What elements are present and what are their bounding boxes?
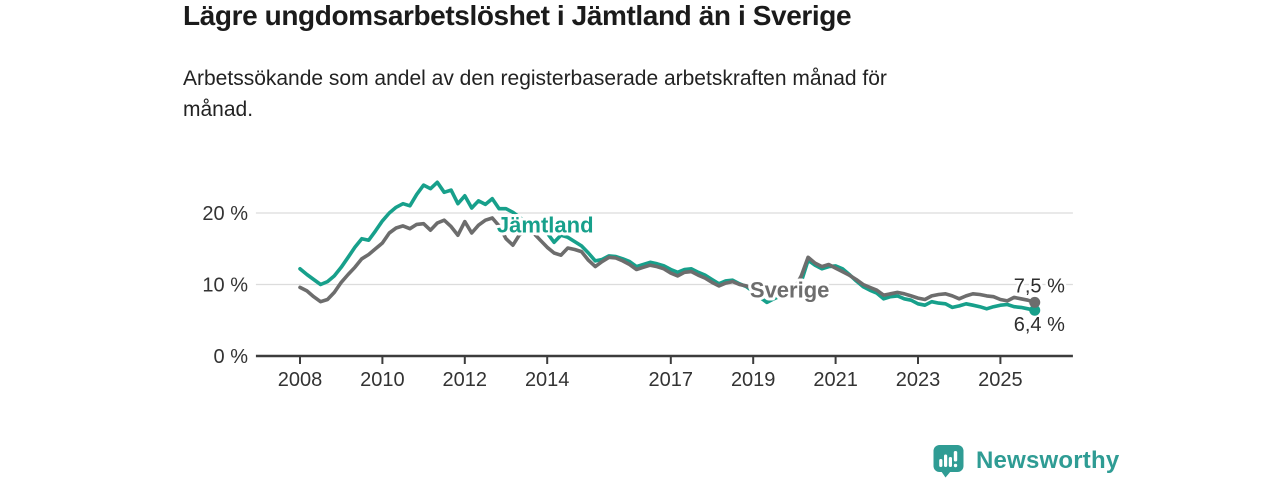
- series-end-dot-sverige: [1029, 296, 1041, 308]
- x-tick-label: 2023: [896, 369, 941, 391]
- series-line-jämtland: [298, 180, 1037, 313]
- end-value-label-jämtland: 6,4 %: [1014, 314, 1065, 336]
- y-tick-label: 0 %: [214, 346, 249, 368]
- chart-subtitle-line-1: Arbetssökande som andel av den registerb…: [183, 67, 887, 90]
- chart-title: Lägre ungdomsarbetslöshet i Jämtland än …: [183, 0, 852, 31]
- x-tick-label: 2017: [649, 369, 694, 391]
- newsworthy-logo-text: Newsworthy: [976, 447, 1120, 474]
- series-label-jämtland: Jämtland: [497, 212, 594, 237]
- series-label-sverige: Sverige: [750, 277, 830, 302]
- x-tick-label: 2014: [525, 369, 570, 391]
- x-tick-label: 2019: [731, 369, 776, 391]
- y-tick-label: 10 %: [202, 275, 248, 297]
- chart-subtitle-line-2: månad.: [183, 98, 254, 121]
- y-tick-label: 20 %: [202, 203, 248, 225]
- x-tick-label: 2012: [443, 369, 488, 391]
- series-line-sverige: [298, 216, 1037, 305]
- x-tick-label: 2010: [360, 369, 405, 391]
- newsworthy-logo-icon: [933, 445, 964, 478]
- end-value-label-sverige: 7,5 %: [1014, 275, 1065, 297]
- chart-subtitle: Arbetssökande som andel av den registerb…: [183, 63, 887, 125]
- x-tick-label: 2021: [813, 369, 858, 391]
- x-tick-label: 2025: [978, 369, 1023, 391]
- series-end-dot-jämtland: [1029, 304, 1041, 316]
- newsworthy-logo: Newsworthy: [933, 444, 1119, 478]
- x-tick-label: 2008: [278, 369, 323, 391]
